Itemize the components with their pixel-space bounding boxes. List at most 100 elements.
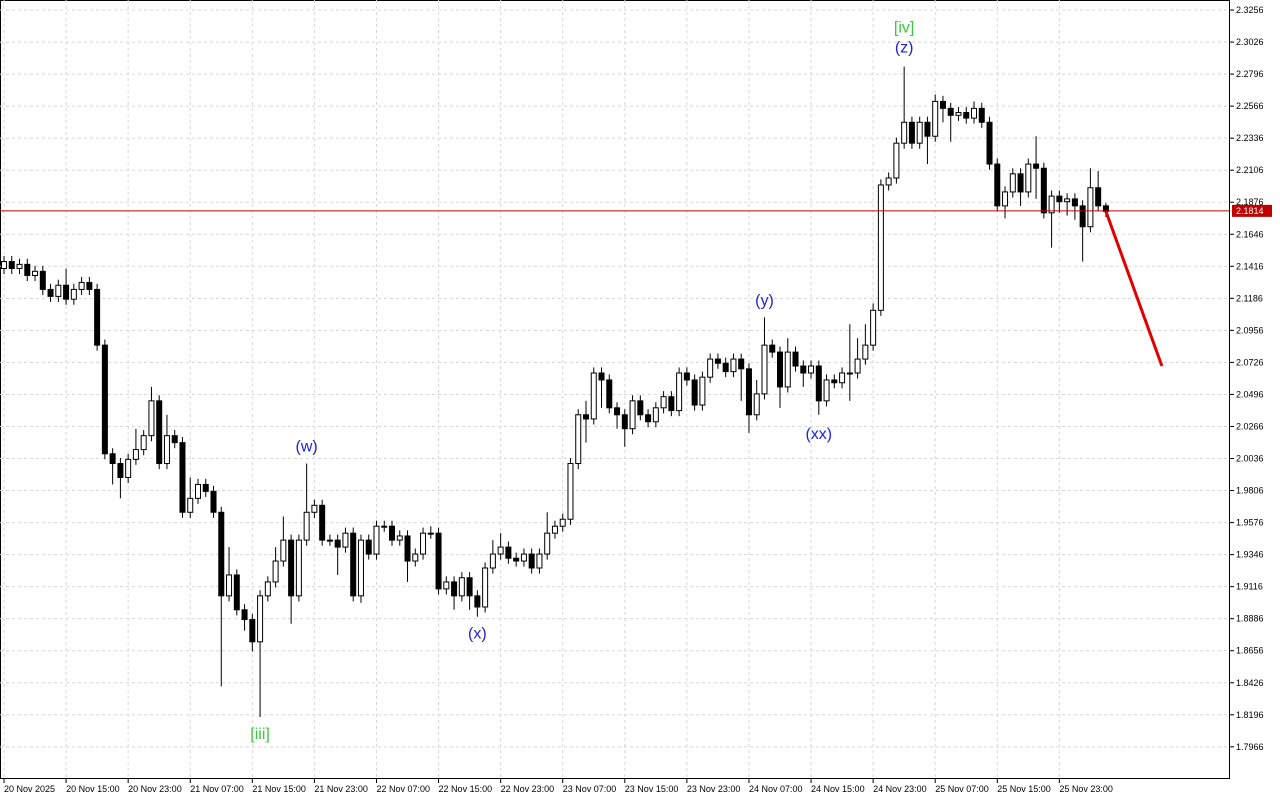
candle-body [24, 263, 31, 276]
candle-body [1025, 163, 1032, 193]
y-tick-label: 1.8196 [1236, 710, 1264, 720]
candle-body [668, 396, 675, 412]
wave-label: [iii] [250, 726, 270, 743]
candle-body [583, 414, 589, 420]
candle-body [722, 362, 729, 373]
candle-body [489, 553, 496, 569]
candle-body [769, 344, 776, 353]
candle-body [986, 121, 993, 165]
candle-body [443, 581, 450, 590]
candle-body [1064, 198, 1071, 203]
candle-body [272, 560, 279, 583]
candle-body [947, 107, 954, 116]
candle-body [645, 414, 652, 423]
x-tick-label: 25 Nov 15:00 [997, 784, 1051, 794]
candle-body [148, 400, 155, 437]
candle-body [101, 344, 108, 455]
candle-body [202, 483, 209, 492]
candle-body [699, 376, 706, 406]
candle-body [963, 112, 970, 119]
candle-body [1009, 173, 1016, 193]
candle-body [908, 121, 915, 144]
candle-body [761, 344, 768, 395]
y-tick-label: 2.1416 [1236, 261, 1264, 271]
candle-body [280, 539, 287, 562]
y-tick-label: 2.2336 [1236, 133, 1264, 143]
candle-body [94, 288, 101, 346]
y-tick-label: 1.8886 [1236, 614, 1264, 624]
candle-body [179, 442, 186, 513]
candle-body [311, 504, 318, 513]
candle-body [365, 539, 372, 555]
x-tick-label: 21 Nov 23:00 [314, 784, 368, 794]
candle-body [264, 581, 271, 597]
candle-body [831, 379, 838, 384]
candle-body [955, 112, 962, 116]
candle-body [288, 539, 295, 597]
x-tick-label: 22 Nov 07:00 [376, 784, 430, 794]
candle-body [342, 532, 349, 548]
y-tick-label: 2.0036 [1236, 454, 1264, 464]
candle-body [823, 379, 830, 402]
candle-body [1048, 195, 1055, 214]
candle-body [777, 351, 783, 388]
candle-body [249, 619, 256, 643]
y-tick-label: 2.2796 [1236, 69, 1264, 79]
candle-body [629, 400, 636, 430]
candle-body [745, 368, 752, 416]
candle-body [132, 449, 139, 460]
y-tick-label: 1.8426 [1236, 678, 1264, 688]
candle-body [893, 142, 900, 179]
candle-body [171, 435, 178, 444]
candle-body [47, 288, 54, 297]
candle-body [1087, 187, 1094, 228]
candle-body [39, 270, 46, 290]
candle-body [86, 281, 93, 290]
y-tick-label: 2.0266 [1236, 421, 1264, 431]
candle-body [319, 504, 326, 541]
candle-body [125, 458, 132, 478]
candle-body [1040, 167, 1047, 214]
candle-body [396, 535, 403, 541]
candle-body [637, 400, 644, 416]
candle-body [691, 379, 698, 406]
candle-body [195, 483, 201, 499]
wave-label: (y) [755, 292, 774, 309]
candle-body [808, 365, 815, 374]
candle-body [839, 372, 846, 384]
candle-body [412, 553, 419, 562]
candle-body [916, 121, 923, 144]
x-tick-label: 23 Nov 07:00 [563, 784, 617, 794]
candle-body [714, 358, 721, 364]
candle-body [544, 532, 551, 555]
candle-body [590, 372, 597, 420]
candle-body [505, 546, 512, 559]
candle-body [156, 400, 163, 465]
y-tick-label: 2.3026 [1236, 37, 1264, 47]
candle-body [1017, 173, 1024, 193]
y-tick-label: 2.2106 [1236, 165, 1264, 175]
candle-body [901, 121, 908, 144]
y-tick-label: 2.0956 [1236, 325, 1264, 335]
candle-body [55, 284, 62, 297]
candle-body [1, 261, 7, 270]
candle-body [559, 518, 566, 527]
candle-body [870, 309, 877, 346]
candle-body [520, 553, 527, 562]
candle-body [815, 365, 822, 402]
candle-body [792, 351, 799, 367]
candle-body [978, 107, 985, 123]
x-tick-label: 21 Nov 15:00 [252, 784, 306, 794]
candle-body [707, 358, 714, 378]
wave-label: (z) [895, 40, 914, 57]
candle-body [877, 184, 884, 311]
candle-body [78, 281, 85, 290]
y-tick-label: 2.2566 [1236, 101, 1264, 111]
candle-body [420, 532, 427, 555]
x-tick-label: 22 Nov 15:00 [439, 784, 493, 794]
candle-body [497, 546, 504, 555]
candle-body [466, 577, 473, 597]
candle-body [971, 107, 977, 119]
candle-body [458, 577, 465, 597]
